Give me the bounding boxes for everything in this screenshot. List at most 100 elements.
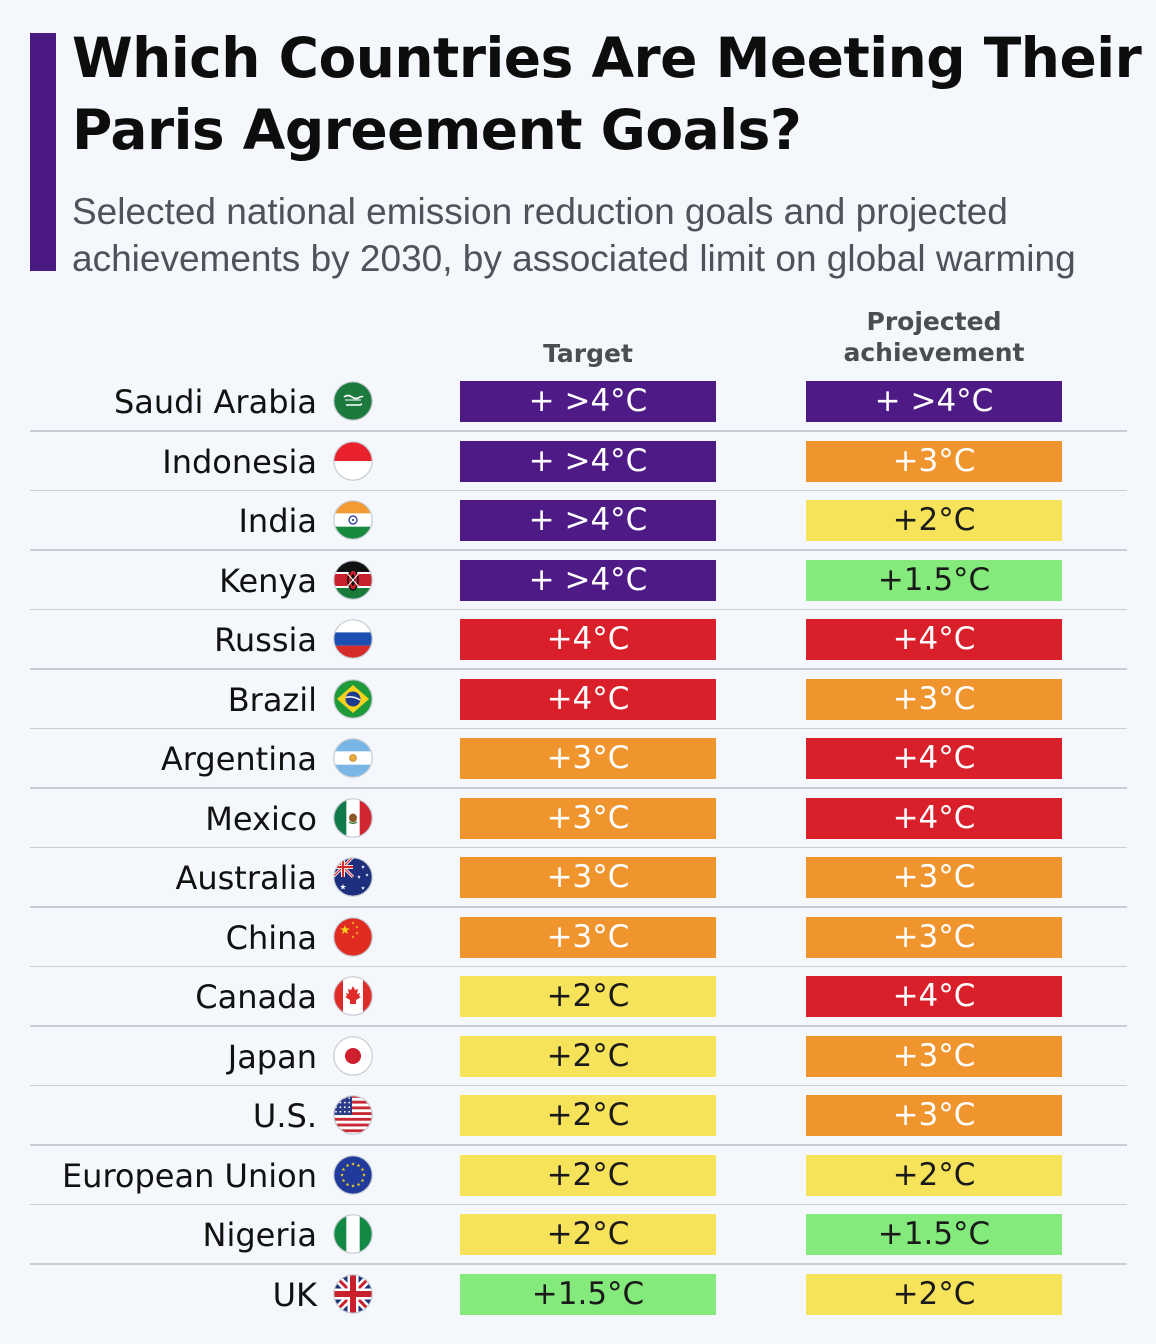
india-flag-icon (333, 500, 373, 540)
country-label: Argentina (160, 740, 317, 778)
table-row: Indonesia + >4°C +3°C (30, 432, 1127, 491)
country-label: Russia (214, 621, 317, 659)
country-label: Mexico (205, 799, 317, 838)
target-cell: +2°C (460, 976, 716, 1017)
projected-cell: +1.5°C (806, 559, 1062, 601)
projected-cell: + >4°C (806, 381, 1062, 422)
projected-cell: +3°C (806, 1035, 1062, 1077)
table-row: Japan +2°C +3°C (30, 1027, 1127, 1086)
row-divider (30, 608, 1127, 610)
table-row: UK +1.5°C +2°C (30, 1265, 1127, 1325)
target-cell: +2°C (460, 1214, 716, 1255)
mexico-flag-icon (333, 797, 373, 838)
target-cell: + >4°C (460, 440, 716, 482)
saudi-arabia-flag-icon (333, 381, 373, 421)
table-row: Saudi Arabia + >4°C + >4°C (30, 372, 1127, 432)
table-row: Argentina +3°C +4°C (30, 729, 1127, 789)
target-cell: + >4°C (460, 559, 716, 601)
row-divider (30, 787, 1127, 789)
target-cell: +3°C (460, 857, 716, 898)
table-row: European Union +2°C +2°C (30, 1146, 1127, 1205)
country-label: China (225, 918, 317, 957)
target-cell: + >4°C (460, 500, 716, 541)
target-cell: + >4°C (460, 381, 716, 422)
projected-cell: +4°C (806, 619, 1062, 660)
table-body: Saudi Arabia + >4°C + >4°C Indonesia + >4°… (30, 372, 1127, 1324)
country-label: Indonesia (162, 442, 317, 481)
projected-cell: +2°C (806, 1154, 1062, 1196)
row-divider (30, 1025, 1127, 1027)
canada-flag-icon (333, 976, 373, 1016)
projected-cell: +3°C (806, 857, 1062, 898)
country-label: Kenya (219, 561, 317, 600)
brazil-flag-icon (333, 678, 373, 719)
row-divider (30, 430, 1127, 432)
projected-cell: +2°C (806, 1273, 1062, 1315)
target-cell: +3°C (460, 916, 716, 958)
accent-bar (30, 33, 56, 271)
eu-flag-icon (333, 1154, 373, 1195)
country-label: Canada (195, 978, 317, 1016)
country-label: Australia (175, 859, 317, 897)
table-row: Australia +3°C +3°C (30, 848, 1127, 908)
projected-cell: +3°C (806, 916, 1062, 958)
country-label: Saudi Arabia (113, 383, 317, 421)
projected-cell: +3°C (806, 440, 1062, 482)
projected-cell: +2°C (806, 500, 1062, 541)
row-divider (30, 1084, 1127, 1086)
target-cell: +2°C (460, 1035, 716, 1077)
country-label: Brazil (227, 680, 317, 719)
country-label: Nigeria (202, 1216, 317, 1254)
table-row: Nigeria +2°C +1.5°C (30, 1205, 1127, 1265)
country-label: European Union (61, 1156, 317, 1195)
table-row: Mexico +3°C +4°C (30, 789, 1127, 848)
row-divider (30, 906, 1127, 908)
target-cell: +3°C (460, 797, 716, 839)
target-cell: +4°C (460, 678, 716, 720)
country-label: Japan (227, 1037, 317, 1076)
projected-cell: +3°C (806, 1095, 1062, 1136)
row-divider (30, 489, 1127, 491)
uk-flag-icon (333, 1273, 373, 1314)
table-row: Brazil +4°C +3°C (30, 670, 1127, 729)
row-divider (30, 727, 1127, 729)
target-cell: +1.5°C (460, 1273, 716, 1315)
table-row: Canada +2°C +4°C (30, 967, 1127, 1027)
table-row: U.S. +2°C +3°C (30, 1086, 1127, 1146)
table-row: Kenya + >4°C +1.5°C (30, 551, 1127, 610)
column-header-projected: Projected achievement (843, 307, 1025, 367)
target-cell: +4°C (460, 619, 716, 660)
page-title: Which Countries Are Meeting Their Paris … (72, 26, 1142, 162)
row-divider (30, 549, 1127, 551)
row-divider (30, 846, 1127, 848)
row-divider (30, 1263, 1127, 1265)
projected-cell: +1.5°C (806, 1214, 1062, 1255)
row-divider (30, 1144, 1127, 1146)
kenya-flag-icon (333, 559, 373, 600)
country-label: India (238, 502, 317, 540)
table-row: India + >4°C +2°C (30, 491, 1127, 551)
indonesia-flag-icon (333, 440, 373, 481)
projected-cell: +3°C (806, 678, 1062, 720)
nigeria-flag-icon (333, 1214, 373, 1254)
country-label: U.S. (252, 1097, 317, 1135)
table-row: China +3°C +3°C (30, 908, 1127, 967)
projected-cell: +4°C (806, 738, 1062, 779)
target-cell: +2°C (460, 1095, 716, 1136)
russia-flag-icon (333, 619, 373, 659)
projected-cell: +4°C (806, 976, 1062, 1017)
target-cell: +3°C (460, 738, 716, 779)
page-subtitle: Selected national emission reduction goa… (72, 191, 1076, 279)
china-flag-icon (333, 916, 373, 957)
japan-flag-icon (333, 1035, 373, 1076)
table-row: Russia +4°C +4°C (30, 610, 1127, 670)
projected-cell: +4°C (806, 797, 1062, 839)
australia-flag-icon (333, 857, 373, 897)
row-divider (30, 668, 1127, 670)
country-label: UK (272, 1275, 317, 1314)
row-divider (30, 965, 1127, 967)
target-cell: +2°C (460, 1154, 716, 1196)
row-divider (30, 1203, 1127, 1205)
usa-flag-icon (333, 1095, 373, 1135)
argentina-flag-icon (333, 738, 373, 778)
